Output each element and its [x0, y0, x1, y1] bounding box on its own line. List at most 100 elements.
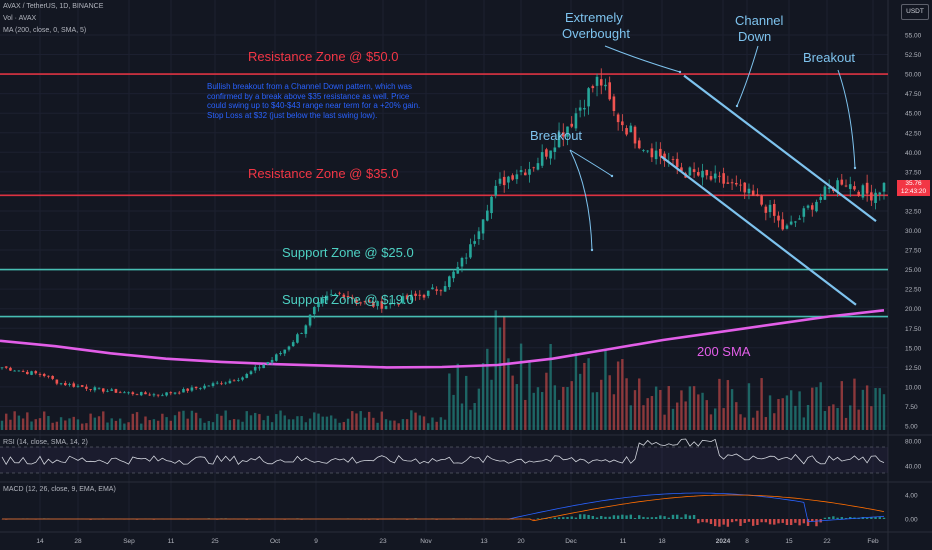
- macd-histogram-bar: [570, 516, 573, 519]
- macd-histogram-bar: [587, 514, 590, 519]
- volume-bar: [118, 418, 122, 430]
- macd-histogram-bar: [562, 517, 565, 519]
- candle-body: [169, 392, 173, 394]
- candle-body: [118, 392, 122, 394]
- arrow-head: [590, 248, 594, 252]
- price-tick-label: 40.00: [905, 150, 922, 157]
- support-19-label: Support Zone @ $19.0: [282, 292, 414, 307]
- candle-body: [26, 371, 29, 375]
- volume-bar: [342, 422, 346, 430]
- volume-bar: [764, 417, 768, 430]
- candle-body: [574, 113, 578, 129]
- candle-body: [325, 295, 329, 301]
- candle-body: [237, 380, 240, 382]
- candle-body: [642, 150, 645, 152]
- rsi-line: [1, 438, 885, 466]
- macd-tick-label: 0.00: [905, 517, 918, 524]
- candle-body: [629, 125, 633, 133]
- volume-bar: [329, 415, 333, 430]
- price-tick-label: 45.00: [905, 111, 922, 118]
- volume-bar: [182, 410, 185, 430]
- candle-body: [291, 342, 295, 347]
- breakout-left-arrow-1: [569, 149, 593, 251]
- support-25-label: Support Zone @ $25.0: [282, 245, 414, 260]
- volume-bar: [216, 413, 219, 430]
- candle-body: [718, 175, 721, 177]
- volume-bar: [650, 396, 654, 430]
- candle-body: [224, 382, 227, 384]
- volume-bar: [524, 399, 527, 430]
- macd-histogram-bar: [764, 519, 768, 523]
- candle-body: [106, 390, 109, 392]
- candle-body: [266, 361, 270, 365]
- volume-bar: [186, 418, 189, 430]
- volume-bar: [486, 348, 489, 430]
- candle-body: [515, 174, 519, 180]
- volume-bar: [874, 387, 877, 430]
- candle-body: [549, 150, 552, 159]
- candle-body: [72, 383, 76, 387]
- currency-button[interactable]: USDT: [901, 4, 929, 20]
- volume-bar: [870, 406, 873, 430]
- candle-body: [519, 170, 523, 173]
- candle-body: [460, 257, 464, 267]
- volume-bar: [0, 420, 4, 430]
- candle-body: [819, 197, 822, 200]
- candle-body: [637, 140, 641, 149]
- candle-body: [367, 300, 371, 303]
- volume-bar: [697, 394, 700, 430]
- volume-bar: [144, 416, 147, 430]
- volume-bar: [55, 421, 59, 430]
- volume-bar: [266, 415, 270, 430]
- candle-body: [414, 293, 417, 296]
- candle-body: [536, 163, 540, 170]
- price-tick-label: 27.50: [905, 248, 922, 255]
- candle-body: [853, 186, 856, 190]
- candle-body: [604, 84, 607, 87]
- macd-signal-line: [2, 494, 885, 522]
- candle-body: [422, 294, 426, 298]
- macd-pane: [0, 492, 886, 527]
- volume-bar: [34, 419, 37, 430]
- volume-bar: [844, 417, 848, 430]
- candle-body: [220, 383, 223, 385]
- macd-histogram-bar: [671, 514, 675, 519]
- candle-body: [207, 385, 211, 387]
- macd-histogram-bar: [756, 519, 759, 525]
- candle-body: [59, 383, 63, 385]
- volume-bar: [169, 420, 173, 430]
- candle-body: [34, 371, 38, 374]
- candle-body: [190, 387, 194, 391]
- candle-body: [806, 205, 810, 208]
- volume-bar: [359, 411, 362, 430]
- candle-body: [215, 382, 219, 384]
- volume-bar: [258, 414, 261, 430]
- rsi-pane: [0, 438, 888, 474]
- macd-histogram-bar: [633, 517, 637, 519]
- candle-body: [317, 302, 320, 308]
- candle-body: [304, 325, 308, 334]
- candle-body: [469, 244, 472, 258]
- volume-bar: [465, 375, 468, 430]
- candle-body: [654, 150, 658, 160]
- macd-legend: MACD (12, 26, close, 9, EMA, EMA): [3, 486, 116, 493]
- candle-body: [709, 176, 713, 180]
- macd-histogram-bar: [840, 517, 843, 519]
- channel-label-2: Down: [738, 29, 772, 44]
- symbol-title: AVAX / TetherUS, 1D, BINANCE: [3, 3, 104, 10]
- volume-bar: [861, 389, 865, 430]
- macd-histogram-bar: [832, 516, 835, 519]
- volume-bar: [574, 352, 578, 430]
- volume-bar: [490, 379, 493, 430]
- volume-bar: [709, 414, 713, 430]
- candle-body: [583, 108, 586, 110]
- volume-bar: [380, 411, 384, 430]
- candle-body: [730, 182, 734, 184]
- volume-bar: [659, 389, 662, 430]
- volume-bar: [676, 402, 679, 430]
- volume-bar: [591, 392, 595, 430]
- macd-histogram-bar: [629, 514, 632, 519]
- candle-body: [646, 150, 649, 152]
- macd-histogram-bar: [713, 519, 717, 527]
